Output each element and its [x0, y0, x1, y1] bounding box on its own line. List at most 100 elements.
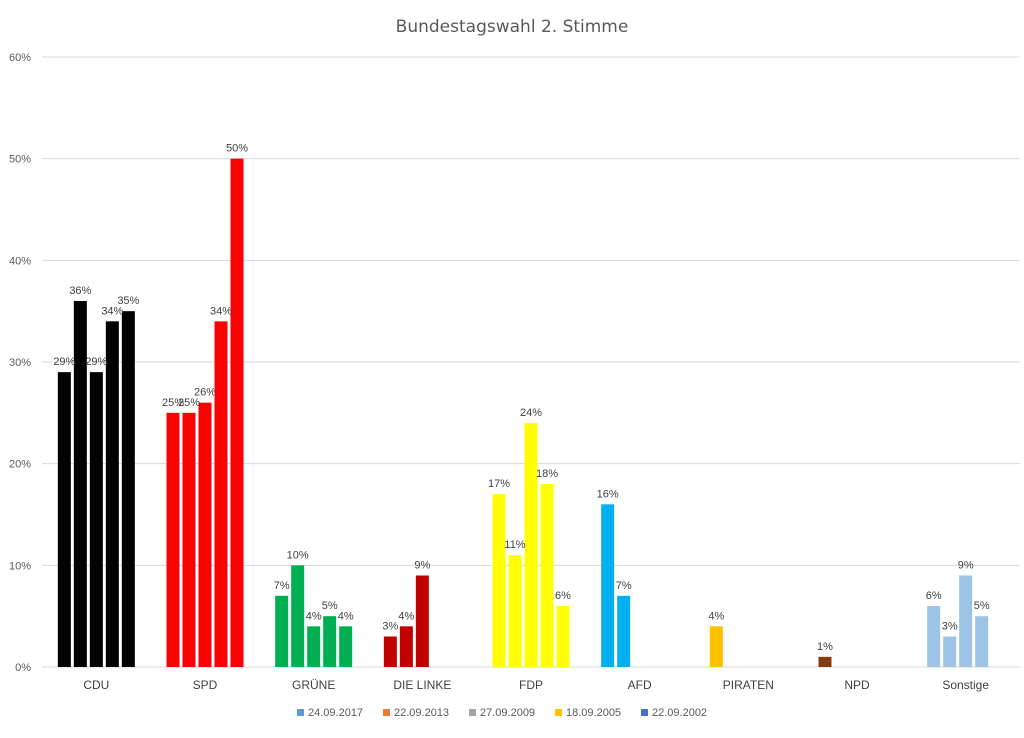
legend-label: 22.09.2013	[394, 707, 449, 719]
data-label: 6%	[926, 590, 942, 602]
y-tick-label: 30%	[9, 357, 31, 369]
legend-item: 22.09.2002	[641, 707, 707, 719]
data-label: 4%	[338, 610, 354, 622]
data-label: 25%	[178, 397, 200, 409]
data-label: 4%	[306, 610, 322, 622]
bar	[105, 321, 119, 667]
data-label: 4%	[708, 610, 724, 622]
bar	[307, 626, 321, 667]
bar	[275, 595, 289, 667]
bar	[399, 626, 413, 667]
category-label: DIE LINKE	[393, 678, 451, 692]
data-label: 34%	[101, 305, 123, 317]
category-label: SPD	[193, 678, 218, 692]
data-label: 6%	[555, 590, 571, 602]
bar	[927, 606, 941, 667]
bar	[214, 321, 228, 667]
bar	[383, 636, 397, 667]
bar	[323, 616, 337, 667]
data-label: 10%	[287, 549, 309, 561]
bar	[415, 575, 429, 667]
data-label: 18%	[536, 468, 558, 480]
data-label: 9%	[414, 560, 430, 572]
y-tick-label: 20%	[9, 459, 31, 471]
category-label: PIRATEN	[723, 678, 774, 692]
y-tick-label: 0%	[15, 662, 31, 674]
data-label: 34%	[210, 305, 232, 317]
bar	[709, 626, 723, 667]
bar	[492, 494, 506, 667]
bar	[975, 616, 989, 667]
data-label: 36%	[69, 285, 91, 297]
data-labels: 29%36%29%34%35%25%25%26%34%50%7%10%4%5%4…	[53, 143, 990, 653]
bar	[121, 311, 135, 667]
data-label: 3%	[942, 621, 958, 633]
data-label: 50%	[226, 143, 248, 155]
data-label: 7%	[274, 580, 290, 592]
category-label: FDP	[519, 678, 543, 692]
category-label: CDU	[83, 678, 109, 692]
bar	[291, 565, 305, 667]
chart-title: Bundestagswahl 2. Stimme	[396, 17, 629, 37]
legend-swatch	[555, 709, 562, 716]
data-label: 7%	[616, 580, 632, 592]
data-label: 1%	[817, 641, 833, 653]
y-tick-label: 10%	[9, 560, 31, 572]
data-label: 11%	[504, 539, 525, 551]
legend-item: 27.09.2009	[469, 707, 535, 719]
data-label: 4%	[398, 610, 414, 622]
y-tick-label: 40%	[9, 255, 31, 267]
data-label: 24%	[520, 407, 542, 419]
category-label: NPD	[844, 678, 870, 692]
bar	[540, 484, 554, 667]
data-label: 29%	[85, 356, 107, 368]
y-tick-label: 50%	[9, 154, 31, 166]
legend: 24.09.2017 22.09.2013 27.09.2009 18.09.2005…	[297, 707, 707, 719]
bar	[166, 412, 180, 667]
category-label: AFD	[628, 678, 652, 692]
bar	[339, 626, 353, 667]
legend-label: 18.09.2005	[566, 707, 621, 719]
legend-swatch	[469, 709, 476, 716]
data-label: 16%	[597, 488, 619, 500]
bar	[601, 504, 615, 667]
bars	[57, 158, 989, 667]
data-label: 3%	[382, 621, 398, 633]
category-label: Sonstige	[942, 678, 989, 692]
bar	[198, 402, 212, 667]
legend-item: 22.09.2013	[383, 707, 449, 719]
data-label: 35%	[117, 295, 139, 307]
legend-item: 24.09.2017	[297, 707, 363, 719]
bar	[556, 606, 570, 667]
legend-label: 24.09.2017	[308, 707, 363, 719]
bar	[943, 636, 957, 667]
bar	[508, 555, 522, 667]
legend-item: 18.09.2005	[555, 707, 621, 719]
bar	[230, 158, 244, 667]
bar	[89, 372, 103, 667]
bar	[818, 656, 832, 667]
legend-swatch	[641, 709, 648, 716]
legend-swatch	[297, 709, 304, 716]
legend-swatch	[383, 709, 390, 716]
bar	[617, 595, 631, 667]
data-label: 26%	[194, 387, 216, 399]
data-label: 17%	[488, 478, 510, 490]
data-label: 29%	[53, 356, 75, 368]
data-label: 25%	[162, 397, 184, 409]
y-tick-label: 60%	[9, 52, 31, 64]
bar	[959, 575, 973, 667]
category-label: GRÜNE	[292, 678, 335, 692]
data-label: 5%	[974, 600, 990, 612]
y-axis-ticks: 0% 10% 20% 30% 40% 50% 60%	[9, 52, 31, 674]
bar	[182, 412, 196, 667]
data-label: 5%	[322, 600, 338, 612]
bar	[57, 372, 71, 667]
data-label: 9%	[958, 560, 974, 572]
category-labels: CDU SPD GRÜNE DIE LINKE FDP AFD PIRATEN NPD Sons…	[83, 678, 989, 692]
bar	[524, 423, 538, 667]
bar	[73, 301, 87, 667]
legend-label: 22.09.2002	[652, 707, 707, 719]
